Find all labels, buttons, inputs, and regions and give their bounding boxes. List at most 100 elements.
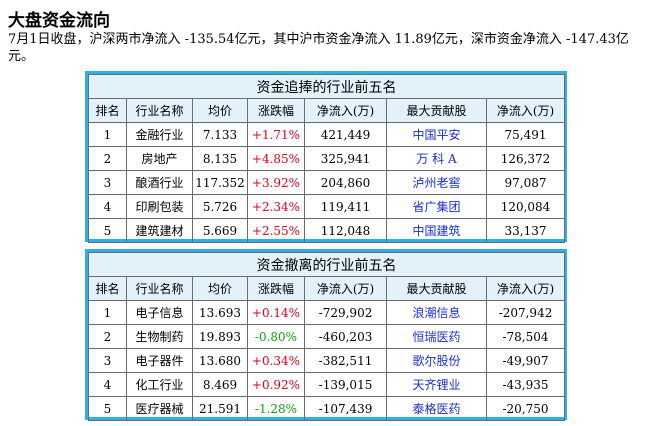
change-cell: -1.28% xyxy=(247,396,305,421)
outflow-table: 资金撤离的行业前五名 排名 行业名称 均价 涨跌幅 净流入(万) 最大贡献股 净… xyxy=(87,252,566,421)
column-header-net-inflow: 净流入(万) xyxy=(304,98,387,123)
stock-inflow-cell: -207,942 xyxy=(485,300,566,325)
change-cell: +1.71% xyxy=(247,122,305,147)
industry-cell: 电子信息 xyxy=(126,300,193,325)
column-header-top-stock: 最大贡献股 xyxy=(386,276,487,301)
column-header-change: 涨跌幅 xyxy=(247,98,305,123)
rank-cell: 4 xyxy=(88,372,127,397)
avg-price-cell: 8.135 xyxy=(192,146,248,171)
change-cell: +4.85% xyxy=(247,146,305,171)
table-row: 2 房地产 8.135 +4.85% 325,941 万 科 A 126,372 xyxy=(88,146,566,171)
avg-price-cell: 8.469 xyxy=(192,372,248,397)
outflow-table-header-row: 排名 行业名称 均价 涨跌幅 净流入(万) 最大贡献股 净流入(万) xyxy=(88,276,566,301)
rank-cell: 4 xyxy=(88,194,127,219)
market-summary: 7月1日收盘，沪深两市净流入 -135.54亿元，其中沪市资金净流入 11.89… xyxy=(8,32,629,64)
change-cell: +3.92% xyxy=(247,170,305,195)
net-inflow-cell: 204,860 xyxy=(304,170,387,195)
inflow-table: 资金追捧的行业前五名 排名 行业名称 均价 涨跌幅 净流入(万) 最大贡献股 净… xyxy=(87,74,566,243)
column-header-avg-price: 均价 xyxy=(192,276,248,301)
net-inflow-cell: -729,902 xyxy=(304,300,387,325)
avg-price-cell: 117.352 xyxy=(192,170,248,195)
top-stock-link[interactable]: 浪潮信息 xyxy=(386,300,487,325)
rank-cell: 1 xyxy=(88,122,127,147)
industry-cell: 印刷包装 xyxy=(126,194,193,219)
stock-inflow-cell: -49,907 xyxy=(485,348,566,373)
top-stock-link[interactable]: 天齐锂业 xyxy=(386,372,487,397)
rank-cell: 2 xyxy=(88,324,127,349)
avg-price-cell: 19.893 xyxy=(192,324,248,349)
change-cell: +0.34% xyxy=(247,348,305,373)
table-row: 4 印刷包装 5.726 +2.34% 119,411 省广集团 120,084 xyxy=(88,194,566,219)
table-row: 4 化工行业 8.469 +0.92% -139,015 天齐锂业 -43,935 xyxy=(88,372,566,397)
table-row: 5 医疗器械 21.591 -1.28% -107,439 泰格医药 -20,750 xyxy=(88,396,566,421)
column-header-avg-price: 均价 xyxy=(192,98,248,123)
top-stock-link[interactable]: 中国建筑 xyxy=(386,218,487,243)
change-cell: +0.92% xyxy=(247,372,305,397)
stock-inflow-cell: 120,084 xyxy=(485,194,566,219)
column-header-change: 涨跌幅 xyxy=(247,276,305,301)
net-inflow-cell: -107,439 xyxy=(304,396,387,421)
inflow-table-caption: 资金追捧的行业前五名 xyxy=(87,74,566,99)
avg-price-cell: 13.680 xyxy=(192,348,248,373)
industry-cell: 化工行业 xyxy=(126,372,193,397)
table-row: 3 酿酒行业 117.352 +3.92% 204,860 泸州老窖 97,087 xyxy=(88,170,566,195)
top-stock-link[interactable]: 中国平安 xyxy=(386,122,487,147)
top-stock-link[interactable]: 泸州老窖 xyxy=(386,170,487,195)
net-inflow-cell: 421,449 xyxy=(304,122,387,147)
rank-cell: 3 xyxy=(88,348,127,373)
avg-price-cell: 13.693 xyxy=(192,300,248,325)
net-inflow-cell: -382,511 xyxy=(304,348,387,373)
change-cell: -0.80% xyxy=(247,324,305,349)
top-stock-link[interactable]: 泰格医药 xyxy=(386,396,487,421)
column-header-stock-inflow: 净流入(万) xyxy=(485,276,566,301)
rank-cell: 5 xyxy=(88,396,127,421)
table-row: 1 电子信息 13.693 +0.14% -729,902 浪潮信息 -207,942 xyxy=(88,300,566,325)
avg-price-cell: 5.726 xyxy=(192,194,248,219)
avg-price-cell: 5.669 xyxy=(192,218,248,243)
stock-inflow-cell: -43,935 xyxy=(485,372,566,397)
top-stock-link[interactable]: 省广集团 xyxy=(386,194,487,219)
rank-cell: 2 xyxy=(88,146,127,171)
net-inflow-cell: -139,015 xyxy=(304,372,387,397)
column-header-net-inflow: 净流入(万) xyxy=(304,276,387,301)
industry-cell: 电子器件 xyxy=(126,348,193,373)
stock-inflow-cell: 33,137 xyxy=(485,218,566,243)
change-cell: +2.34% xyxy=(247,194,305,219)
rank-cell: 5 xyxy=(88,218,127,243)
industry-cell: 房地产 xyxy=(126,146,193,171)
avg-price-cell: 21.591 xyxy=(192,396,248,421)
net-inflow-cell: 325,941 xyxy=(304,146,387,171)
stock-inflow-cell: 126,372 xyxy=(485,146,566,171)
industry-cell: 酿酒行业 xyxy=(126,170,193,195)
table-row: 1 金融行业 7.133 +1.71% 421,449 中国平安 75,491 xyxy=(88,122,566,147)
net-inflow-cell: 112,048 xyxy=(304,218,387,243)
rank-cell: 1 xyxy=(88,300,127,325)
page-title: 大盘资金流向 xyxy=(8,11,110,31)
table-row: 2 生物制药 19.893 -0.80% -460,203 恒瑞医药 -78,504 xyxy=(88,324,566,349)
column-header-rank: 排名 xyxy=(88,98,127,123)
outflow-table-frame: 资金撤离的行业前五名 排名 行业名称 均价 涨跌幅 净流入(万) 最大贡献股 净… xyxy=(85,249,567,421)
avg-price-cell: 7.133 xyxy=(192,122,248,147)
top-stock-link[interactable]: 恒瑞医药 xyxy=(386,324,487,349)
industry-cell: 生物制药 xyxy=(126,324,193,349)
inflow-table-frame: 资金追捧的行业前五名 排名 行业名称 均价 涨跌幅 净流入(万) 最大贡献股 净… xyxy=(85,71,567,243)
industry-cell: 医疗器械 xyxy=(126,396,193,421)
column-header-industry: 行业名称 xyxy=(126,276,193,301)
industry-cell: 建筑建材 xyxy=(126,218,193,243)
net-inflow-cell: 119,411 xyxy=(304,194,387,219)
top-stock-link[interactable]: 歌尔股份 xyxy=(386,348,487,373)
rank-cell: 3 xyxy=(88,170,127,195)
inflow-table-header-row: 排名 行业名称 均价 涨跌幅 净流入(万) 最大贡献股 净流入(万) xyxy=(88,98,566,123)
stock-inflow-cell: -20,750 xyxy=(485,396,566,421)
column-header-top-stock: 最大贡献股 xyxy=(386,98,487,123)
net-inflow-cell: -460,203 xyxy=(304,324,387,349)
column-header-rank: 排名 xyxy=(88,276,127,301)
outflow-table-caption: 资金撤离的行业前五名 xyxy=(87,252,566,277)
stock-inflow-cell: 97,087 xyxy=(485,170,566,195)
stock-inflow-cell: 75,491 xyxy=(485,122,566,147)
table-row: 3 电子器件 13.680 +0.34% -382,511 歌尔股份 -49,907 xyxy=(88,348,566,373)
top-stock-link[interactable]: 万 科 A xyxy=(386,146,487,171)
stock-inflow-cell: -78,504 xyxy=(485,324,566,349)
change-cell: +0.14% xyxy=(247,300,305,325)
column-header-stock-inflow: 净流入(万) xyxy=(485,98,566,123)
